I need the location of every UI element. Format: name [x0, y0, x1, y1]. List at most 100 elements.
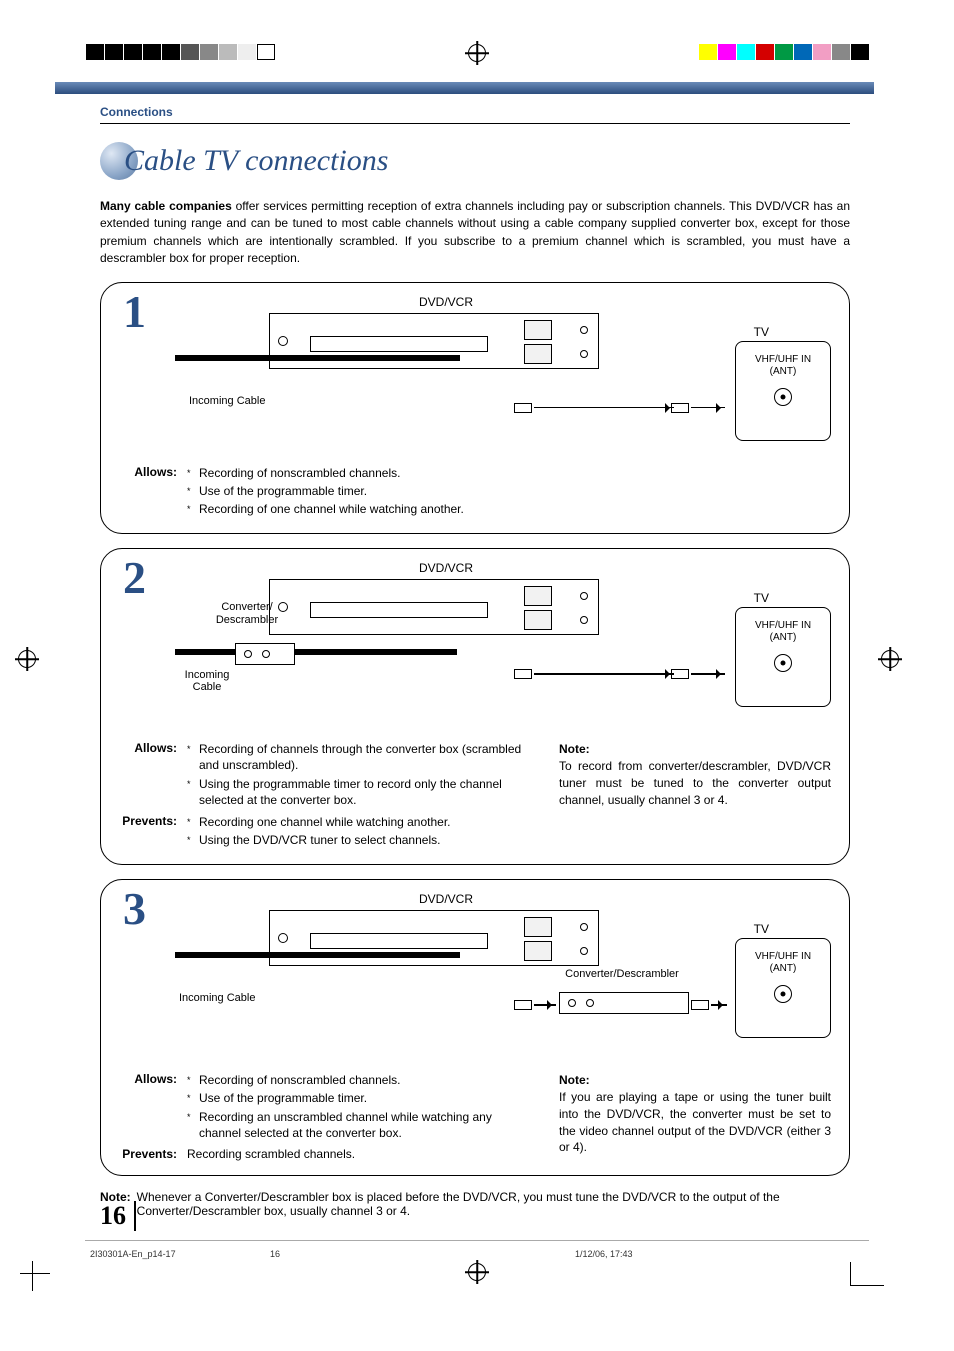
color-swatch: [832, 44, 850, 60]
dvdvcr-box: [269, 579, 599, 635]
list-item: Use of the programmable timer.: [199, 1090, 535, 1106]
footer-file: 2I30301A-En_p14-17: [90, 1249, 176, 1259]
incoming-cable-line: [175, 649, 235, 655]
color-swatch: [775, 44, 793, 60]
footer-note: Note: Whenever a Converter/Descrambler b…: [100, 1190, 850, 1218]
converter-label: Converter/ Descrambler: [207, 601, 287, 627]
rf-jack-icon: [774, 985, 792, 1003]
prevents-block: Prevents: Recording one channel while wa…: [119, 814, 535, 850]
color-swatch: [124, 44, 142, 60]
intro-paragraph: Many cable companies offer services perm…: [100, 198, 850, 268]
tv-label: TV: [754, 591, 769, 605]
color-swatch: [143, 44, 161, 60]
tv-box: VHF/UHF IN (ANT): [735, 607, 831, 707]
note-block: Note: To record from converter/descrambl…: [559, 741, 831, 808]
footer-page: 16: [270, 1249, 280, 1259]
list-item: Using the DVD/VCR tuner to select channe…: [199, 832, 451, 848]
color-bar-right: [698, 44, 869, 60]
registration-mark-left: [18, 650, 36, 668]
coax-icon: [514, 1000, 532, 1010]
footer-note-text: Whenever a Converter/Descrambler box is …: [137, 1190, 850, 1218]
allows-label: Allows:: [119, 465, 177, 520]
cable-arrow: [711, 1004, 727, 1006]
registration-mark-bottom: [468, 1263, 486, 1281]
allows-label: Allows:: [119, 1072, 177, 1143]
color-swatch: [851, 44, 869, 60]
ant-label: VHF/UHF IN (ANT): [742, 354, 824, 378]
coax-icon: [671, 669, 689, 679]
coax-icon: [671, 403, 689, 413]
footer-date: 1/12/06, 17:43: [575, 1249, 633, 1259]
page-number: 16: [100, 1201, 136, 1231]
dvdvcr-label: DVD/VCR: [419, 892, 473, 906]
prevents-label: Prevents:: [119, 1147, 177, 1161]
allows-list: Recording of nonscrambled channels.Use o…: [185, 465, 464, 520]
prevents-label: Prevents:: [119, 814, 177, 850]
converter-box: [235, 643, 295, 665]
header-band: [55, 82, 874, 94]
incoming-cable-label: Incoming Cable: [179, 992, 255, 1004]
section-label: Connections: [100, 105, 850, 119]
color-swatch: [219, 44, 237, 60]
section-rule: [100, 123, 850, 124]
color-swatch: [181, 44, 199, 60]
color-swatch: [86, 44, 104, 60]
crop-mark-br: [850, 1262, 884, 1286]
color-swatch: [756, 44, 774, 60]
rf-jack-icon: [774, 388, 792, 406]
tv-box: VHF/UHF IN (ANT): [735, 341, 831, 441]
allows-block: Allows: Recording of nonscrambled channe…: [119, 1072, 535, 1143]
connection-card-1: 1 DVD/VCR Incoming Cable TV VHF/UHF IN (…: [100, 282, 850, 535]
color-swatch: [238, 44, 256, 60]
coax-icon: [514, 669, 532, 679]
list-item: Recording of channels through the conver…: [199, 741, 535, 773]
connection-card-3: 3 DVD/VCR Incoming Cable Converter/Descr…: [100, 879, 850, 1176]
registration-mark-right: [881, 650, 899, 668]
color-swatch: [813, 44, 831, 60]
dvdvcr-label: DVD/VCR: [419, 561, 473, 575]
list-item: Recording one channel while watching ano…: [199, 814, 451, 830]
color-swatch: [200, 44, 218, 60]
color-swatch: [105, 44, 123, 60]
prevents-text: Recording scrambled channels.: [185, 1147, 355, 1161]
color-swatch: [257, 44, 275, 60]
cable-arrow: [691, 673, 725, 675]
allows-list: Recording of channels through the conver…: [185, 741, 535, 810]
cable-arrow: [691, 407, 725, 409]
intro-bold: Many cable companies: [100, 199, 232, 213]
cable-arrow: [534, 673, 674, 675]
converter-box: [559, 992, 689, 1014]
note-text: To record from converter/descrambler, DV…: [559, 759, 831, 807]
cable-line: [295, 649, 457, 655]
list-item: Using the programmable timer to record o…: [199, 776, 535, 808]
incoming-cable-line: [175, 952, 460, 958]
converter-label: Converter/Descrambler: [537, 968, 707, 981]
color-swatch: [718, 44, 736, 60]
allows-block: Allows: Recording of channels through th…: [119, 741, 535, 810]
page-title-wrap: Cable TV connections: [100, 142, 850, 180]
connection-card-2: 2 DVD/VCR Converter/ Descrambler Incomin…: [100, 548, 850, 865]
prevents-list: Recording one channel while watching ano…: [185, 814, 451, 850]
ant-label: VHF/UHF IN (ANT): [742, 620, 824, 644]
list-item: Use of the programmable timer.: [199, 483, 464, 499]
allows-block: Allows: Recording of nonscrambled channe…: [119, 465, 831, 520]
tv-label: TV: [754, 325, 769, 339]
diagram-2: DVD/VCR Converter/ Descrambler Incoming …: [119, 561, 831, 731]
allows-label: Allows:: [119, 741, 177, 810]
list-item: Recording of nonscrambled channels.: [199, 1072, 535, 1088]
prevents-block: Prevents: Recording scrambled channels.: [119, 1147, 535, 1161]
cable-arrow: [534, 407, 674, 409]
allows-list: Recording of nonscrambled channels. Use o…: [185, 1072, 535, 1143]
list-item: Recording an unscrambled channel while w…: [199, 1109, 535, 1141]
note-block: Note: If you are playing a tape or using…: [559, 1072, 831, 1156]
page-title: Cable TV connections: [124, 144, 388, 178]
color-swatch: [737, 44, 755, 60]
ant-label: VHF/UHF IN (ANT): [742, 951, 824, 975]
list-item: Recording of one channel while watching …: [199, 501, 464, 517]
incoming-cable-line: [175, 355, 460, 361]
footer-rule: [85, 1240, 869, 1241]
note-label: Note:: [559, 742, 590, 756]
color-swatch: [794, 44, 812, 60]
incoming-cable-label: Incoming Cable: [179, 669, 235, 693]
diagram-3: DVD/VCR Incoming Cable Converter/Descram…: [119, 892, 831, 1062]
